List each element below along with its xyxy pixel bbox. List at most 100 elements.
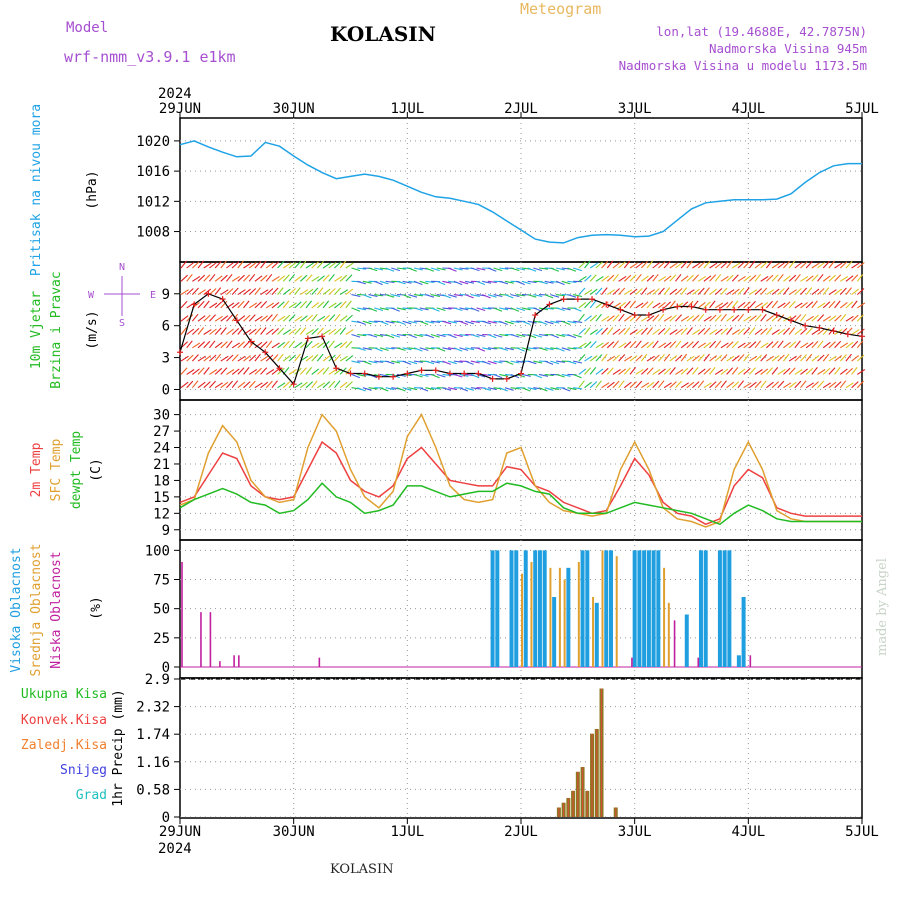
- wind-barb: [714, 380, 722, 389]
- wind-barb: [226, 369, 235, 375]
- wind-barb: [226, 380, 234, 389]
- wind-barb: [709, 288, 718, 296]
- wind-barb: [612, 328, 621, 335]
- wind-barb: [538, 280, 548, 285]
- wind-axis-title-2: Brzina i Pravac: [49, 271, 64, 388]
- wind-barb: [777, 369, 786, 375]
- wind-barb: [839, 261, 848, 269]
- wind-barb: [731, 300, 739, 309]
- wind-barb: [760, 313, 767, 322]
- wind-barb: [499, 333, 509, 337]
- wind-point: [688, 303, 695, 310]
- wind-barb: [822, 341, 831, 349]
- wind-barb: [203, 300, 210, 309]
- cloud-bar-high: [585, 550, 590, 667]
- wind-barb: [271, 301, 280, 309]
- wind-barb: [243, 262, 252, 269]
- time-label-top: 1JUL: [390, 101, 424, 117]
- wind-barb: [743, 287, 750, 295]
- wind-point: [589, 296, 596, 303]
- wind-barb: [828, 315, 837, 322]
- wind-barb: [299, 274, 308, 282]
- wind-barb: [572, 307, 582, 312]
- wind-barb: [737, 261, 745, 269]
- wind-barb: [748, 381, 757, 389]
- wind-barb: [243, 355, 251, 362]
- wind-barb: [709, 274, 717, 282]
- wind-barb: [453, 373, 463, 378]
- wind-barb: [538, 333, 549, 337]
- wind-barb: [487, 267, 497, 272]
- wind-barb: [271, 261, 279, 269]
- wind-barb: [731, 274, 739, 282]
- wind-barb: [692, 381, 700, 389]
- wind-barb: [311, 354, 319, 362]
- wind-barb: [783, 341, 791, 349]
- time-label-top: 29JUN: [159, 101, 201, 117]
- cloud-bar-low: [233, 655, 235, 667]
- wind-barb: [254, 353, 261, 362]
- wind-barb: [709, 314, 717, 322]
- tick-label: 1016: [136, 164, 170, 180]
- wind-barb: [470, 307, 480, 312]
- wind-barb: [493, 307, 503, 312]
- wind-barb: [749, 289, 758, 296]
- wind-barb: [822, 261, 830, 269]
- wind-barb: [783, 287, 790, 295]
- wind-barb: [680, 341, 689, 349]
- wind-barb: [214, 301, 223, 309]
- wind-barb: [191, 287, 199, 295]
- wind-point: [702, 306, 709, 313]
- cloud-bar-low: [318, 657, 321, 667]
- wind-barb: [811, 288, 820, 296]
- wind-barb: [754, 273, 762, 282]
- wind-barb: [709, 262, 718, 269]
- wind-barb: [680, 367, 689, 375]
- wind-barb: [538, 347, 548, 351]
- wind-barb: [487, 320, 497, 324]
- wind-barb: [555, 333, 566, 337]
- wind-barb: [214, 287, 222, 295]
- wind-barb: [675, 262, 683, 269]
- wind-axis-title-1: 10m Vjetar: [29, 291, 44, 369]
- wind-barb: [845, 287, 852, 295]
- precip-bar-conv: [615, 807, 617, 817]
- wind-barb: [771, 367, 779, 375]
- wind-barb: [351, 333, 361, 338]
- wind-barb: [180, 327, 188, 335]
- temp-label-sfc: SFC Temp: [49, 439, 64, 502]
- wind-barb: [430, 267, 440, 272]
- wind-barb: [499, 280, 509, 285]
- wind-barb: [578, 380, 585, 389]
- wind-barb: [635, 288, 643, 296]
- wind-barb: [635, 340, 642, 349]
- wind-barb: [737, 368, 746, 375]
- wind-barb: [669, 300, 676, 309]
- wind-barb: [311, 368, 320, 375]
- wind-point: [489, 375, 496, 382]
- wind-barb: [766, 341, 774, 349]
- wind-barb: [197, 300, 205, 309]
- wind-barb: [652, 369, 661, 375]
- wind-barb: [305, 329, 314, 335]
- wind-barb: [430, 373, 440, 379]
- wind-barb: [760, 342, 769, 349]
- wind-barb: [839, 342, 849, 349]
- wind-barb: [442, 307, 452, 310]
- wind-barb: [203, 329, 212, 335]
- wind-barb: [788, 327, 796, 335]
- wind-barb: [811, 355, 820, 362]
- wind-barb: [839, 287, 847, 295]
- wind-barb: [794, 380, 802, 389]
- wind-barb: [265, 288, 274, 296]
- wind-barb: [288, 354, 296, 362]
- wind-barb: [510, 307, 520, 312]
- wind-barb: [226, 262, 234, 269]
- wind-barb: [845, 353, 852, 362]
- wind-barb: [788, 260, 796, 269]
- wind-barb: [197, 260, 205, 269]
- temp-series-line: [179, 440, 862, 526]
- tick-label: 50: [153, 602, 170, 618]
- wind-barb: [595, 327, 603, 335]
- wind-barb: [430, 387, 441, 390]
